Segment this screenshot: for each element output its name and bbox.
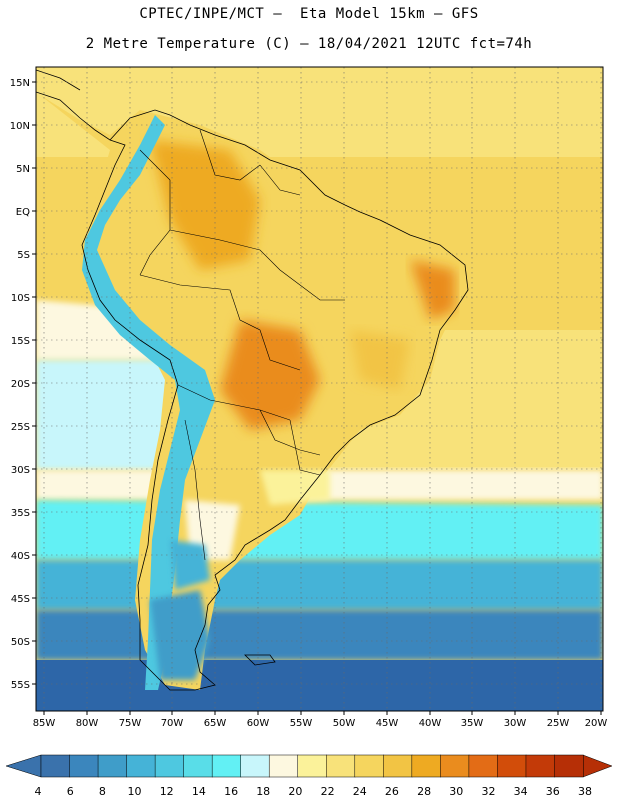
lon-label: 75W xyxy=(119,718,142,729)
colorbar-swatch xyxy=(440,754,470,778)
colorbar: 4 6 8 10 12 14 16 18 20 22 24 26 28 30 32 34 36 38 xyxy=(5,754,613,798)
lat-label: 30S xyxy=(11,465,30,476)
ocean-colder-band xyxy=(36,610,603,660)
lon-label: 30W xyxy=(504,718,527,729)
lon-label: 40W xyxy=(419,718,442,729)
longitude-labels: 85W 80W 75W 70W 65W 60W 55W 50W 45W 40W … xyxy=(33,718,608,729)
lon-label: 70W xyxy=(161,718,184,729)
lon-label: 55W xyxy=(290,718,313,729)
latitude-labels: 15N 10N 5N EQ 5S 10S 15S 20S 25S 30S 35S… xyxy=(10,78,30,691)
map-title-line2: 2 Metre Temperature (C) – 18/04/2021 12U… xyxy=(85,36,533,52)
colorbar-arrow-left xyxy=(5,754,42,778)
colorbar-label: 38 xyxy=(578,785,592,798)
lat-label: 15N xyxy=(10,78,30,89)
lat-label: 45S xyxy=(11,594,30,605)
lon-label: 25W xyxy=(547,718,570,729)
hot-zone-northeast xyxy=(410,260,455,320)
colorbar-swatch xyxy=(354,754,384,778)
colorbar-swatch xyxy=(240,754,270,778)
lon-label: 20W xyxy=(585,718,608,729)
colorbar-label: 14 xyxy=(192,785,206,798)
colorbar-swatch xyxy=(268,754,299,778)
colorbar-swatch xyxy=(183,754,213,778)
colorbar-label: 32 xyxy=(482,785,496,798)
colorbar-label: 8 xyxy=(99,785,106,798)
colorbar-label: 34 xyxy=(514,785,528,798)
lon-label: 45W xyxy=(376,718,399,729)
lat-label: 35S xyxy=(11,508,30,519)
colorbar-label: 4 xyxy=(35,785,42,798)
colorbar-swatch xyxy=(97,754,128,778)
colorbar-swatch xyxy=(468,754,498,778)
lat-label: 40S xyxy=(11,551,30,562)
colorbar-label: 36 xyxy=(546,785,560,798)
map-frame xyxy=(35,66,604,712)
lat-label: 10S xyxy=(11,293,30,304)
lat-label: 15S xyxy=(11,336,30,347)
country-borders xyxy=(139,129,345,561)
lon-label: 65W xyxy=(204,718,227,729)
lon-label: 80W xyxy=(76,718,99,729)
colorbar-arrow-right xyxy=(582,754,613,778)
colorbar-swatch xyxy=(383,754,413,778)
cold-zone-southern-patagonia xyxy=(150,590,210,680)
colorbar-swatch xyxy=(154,754,185,778)
lon-label: 35W xyxy=(461,718,484,729)
lat-label: 5N xyxy=(16,164,30,175)
lat-label: 20S xyxy=(11,379,30,390)
colorbar-label: 28 xyxy=(417,785,431,798)
colorbar-swatches xyxy=(40,754,584,778)
colorbar-label: 16 xyxy=(224,785,238,798)
hot-zone-amazon xyxy=(150,140,260,270)
colorbar-label: 12 xyxy=(160,785,174,798)
lat-label: 5S xyxy=(17,250,30,261)
map-title-line1: CPTEC/INPE/MCT – Eta Model 15km – GFS xyxy=(139,6,479,22)
colorbar-swatch xyxy=(69,754,99,778)
colorbar-swatch xyxy=(211,754,242,778)
ocean-cool-band xyxy=(36,500,603,560)
lat-label: EQ xyxy=(16,207,30,218)
colorbar-label: 18 xyxy=(256,785,270,798)
colorbar-swatch xyxy=(525,754,556,778)
lat-label: 50S xyxy=(11,637,30,648)
ocean-cold-band xyxy=(36,560,603,610)
colorbar-swatch xyxy=(497,754,527,778)
colorbar-swatch xyxy=(326,754,356,778)
lon-label: 85W xyxy=(33,718,56,729)
axis-ticks xyxy=(32,81,602,715)
ocean-coldest-band xyxy=(36,660,603,711)
lat-label: 25S xyxy=(11,422,30,433)
colorbar-swatch xyxy=(554,754,584,778)
colorbar-label: 20 xyxy=(288,785,302,798)
colorbar-label: 26 xyxy=(385,785,399,798)
lon-label: 50W xyxy=(333,718,356,729)
colorbar-label: 24 xyxy=(353,785,367,798)
colorbar-swatch xyxy=(40,754,71,778)
colorbar-label: 30 xyxy=(449,785,463,798)
ocean-pacific-cool xyxy=(36,360,175,470)
colorbar-swatch xyxy=(297,754,327,778)
colorbar-label: 22 xyxy=(321,785,335,798)
colorbar-labels: 4 6 8 10 12 14 16 18 20 22 24 26 28 30 32 34 36 38 xyxy=(35,785,593,798)
lon-label: 60W xyxy=(247,718,270,729)
mild-zone-pampas xyxy=(260,470,330,505)
andes-cold-ridge xyxy=(82,115,215,690)
hot-zone-chaco xyxy=(220,320,320,430)
colorbar-label: 10 xyxy=(128,785,142,798)
lat-label: 10N xyxy=(10,121,30,132)
lat-label: 55S xyxy=(11,680,30,691)
temperature-field xyxy=(36,67,603,711)
warm-zone-brazil xyxy=(350,330,410,390)
colorbar-swatch xyxy=(411,754,441,778)
colorbar-swatch xyxy=(126,754,156,778)
colorbar-label: 6 xyxy=(67,785,74,798)
cold-zone-central-patagonia xyxy=(170,540,210,590)
